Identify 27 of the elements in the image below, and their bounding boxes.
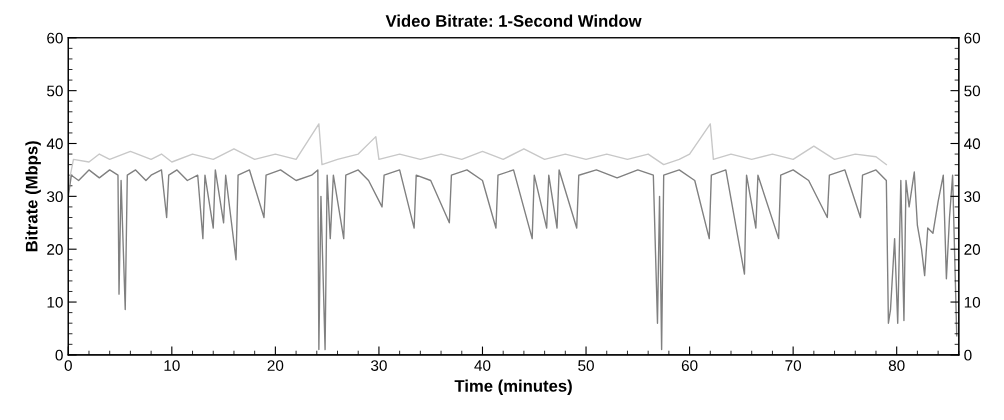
y2-tick-label: 40 <box>964 138 981 150</box>
y2-tick-label: 10 <box>964 296 981 308</box>
y-tick-label: 40 <box>46 138 63 150</box>
y2-tick-label: 30 <box>964 191 981 203</box>
y-tick-label: 50 <box>47 85 63 97</box>
y-tick-label: 30 <box>47 191 63 203</box>
y-tick-label: 60 <box>47 32 63 44</box>
y2-tick-label: 0 <box>964 349 972 361</box>
y-tick-label: 0 <box>55 349 63 361</box>
x-tick-label: 40 <box>474 360 491 371</box>
x-tick-label: 60 <box>681 360 698 371</box>
x-tick-label: 10 <box>164 360 180 371</box>
x-tick-label: 80 <box>888 360 905 371</box>
y-tick-label: 20 <box>47 244 63 255</box>
y2-tick-label: 50 <box>964 85 981 97</box>
x-tick-label: 20 <box>267 360 284 371</box>
x-tick-label: 0 <box>64 360 72 371</box>
chart-title: Video Bitrate: 1-Second Window <box>385 14 642 27</box>
x-tick-label: 70 <box>785 360 802 371</box>
x-tick-label: 50 <box>578 360 594 371</box>
x-tick-label: 30 <box>371 360 387 371</box>
y-tick-label: 10 <box>47 296 63 308</box>
line-series <box>68 169 958 351</box>
x-axis-title: Time (minutes) <box>454 379 572 396</box>
y2-tick-label: 20 <box>964 244 981 255</box>
y-axis-title: Bitrate (Mbps) <box>25 141 41 252</box>
y2-tick-label: 60 <box>964 32 981 44</box>
